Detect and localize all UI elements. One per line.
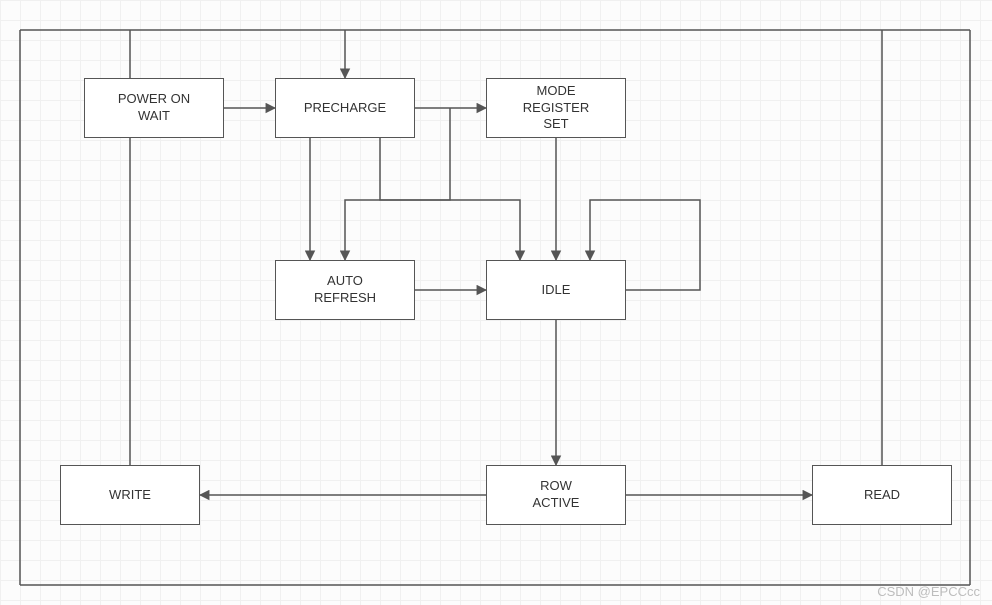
node-label: AUTO REFRESH bbox=[314, 273, 376, 307]
watermark: CSDN @EPCCcc bbox=[877, 584, 980, 599]
node-write: WRITE bbox=[60, 465, 200, 525]
node-label: ROW ACTIVE bbox=[533, 478, 580, 512]
node-label: MODE REGISTER SET bbox=[523, 83, 589, 134]
node-label: WRITE bbox=[109, 487, 151, 504]
node-mode-register-set: MODE REGISTER SET bbox=[486, 78, 626, 138]
node-row-active: ROW ACTIVE bbox=[486, 465, 626, 525]
node-power-on-wait: POWER ON WAIT bbox=[84, 78, 224, 138]
node-read: READ bbox=[812, 465, 952, 525]
node-idle: IDLE bbox=[486, 260, 626, 320]
node-label: POWER ON WAIT bbox=[118, 91, 190, 125]
node-label: IDLE bbox=[542, 282, 571, 299]
node-label: PRECHARGE bbox=[304, 100, 386, 117]
node-label: READ bbox=[864, 487, 900, 504]
node-auto-refresh: AUTO REFRESH bbox=[275, 260, 415, 320]
node-precharge: PRECHARGE bbox=[275, 78, 415, 138]
